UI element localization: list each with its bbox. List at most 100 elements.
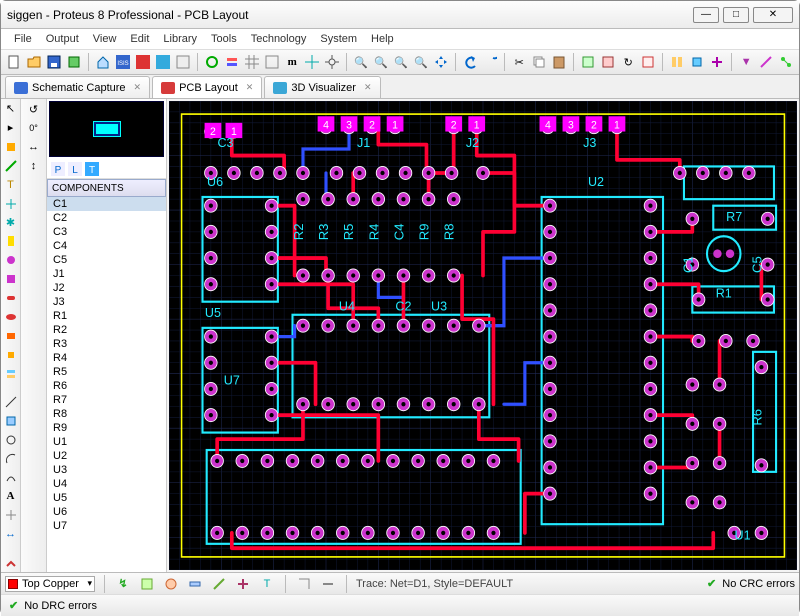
list-item[interactable]: R4 (47, 351, 166, 365)
overview-preview[interactable] (49, 101, 164, 157)
list-item[interactable]: R7 (47, 393, 166, 407)
highlight-icon[interactable] (3, 233, 19, 249)
grid2-icon[interactable] (263, 52, 281, 72)
list-item[interactable]: C1 (47, 197, 166, 211)
rotation-angle[interactable]: 0° (26, 120, 42, 136)
menu-system[interactable]: System (313, 31, 364, 47)
list-item[interactable]: C4 (47, 239, 166, 253)
new-icon[interactable] (5, 52, 23, 72)
block-copy-icon[interactable] (579, 52, 597, 72)
smd-rect-icon[interactable] (3, 328, 19, 344)
list-item[interactable]: J3 (47, 295, 166, 309)
list-item[interactable]: U3 (47, 463, 166, 477)
layer-selector[interactable]: Top Copper ▾ (5, 576, 95, 592)
menu-file[interactable]: File (7, 31, 39, 47)
minimize-button[interactable]: — (693, 7, 719, 23)
filter-icon[interactable]: ▼ (737, 52, 755, 72)
3d-icon[interactable] (154, 52, 172, 72)
via-icon[interactable]: T (3, 177, 19, 193)
list-item[interactable]: R1 (47, 309, 166, 323)
copy-icon[interactable] (530, 52, 548, 72)
list-item[interactable]: U2 (47, 449, 166, 463)
route-manual-icon[interactable] (3, 554, 19, 570)
list-item[interactable]: U7 (47, 519, 166, 533)
select-icon[interactable]: ↖ (3, 101, 19, 117)
open-icon[interactable] (25, 52, 43, 72)
crosshair-icon[interactable] (323, 52, 341, 72)
menu-library[interactable]: Library (156, 31, 204, 47)
cut-icon[interactable]: ✂ (510, 52, 528, 72)
block-delete-icon[interactable] (639, 52, 657, 72)
smd-poly-icon[interactable] (3, 347, 19, 363)
metric-icon[interactable]: m (283, 52, 301, 72)
package-icon[interactable] (688, 52, 706, 72)
autoroute-icon[interactable] (757, 52, 775, 72)
isis-icon[interactable]: ISIS (114, 52, 132, 72)
undo-icon[interactable] (461, 52, 479, 72)
decompose-icon[interactable] (708, 52, 726, 72)
pad-stack-icon[interactable] (3, 366, 19, 382)
library-icon[interactable] (668, 52, 686, 72)
list-item[interactable]: C3 (47, 225, 166, 239)
import-icon[interactable] (65, 52, 83, 72)
flip-h-icon[interactable]: ↔ (26, 139, 42, 155)
close-tab-icon[interactable]: ✕ (134, 82, 142, 93)
tool-d-icon[interactable] (210, 575, 228, 593)
tab-3d[interactable]: 3D Visualizer ✕ (264, 76, 380, 98)
tool-c-icon[interactable] (186, 575, 204, 593)
list-item[interactable]: R5 (47, 365, 166, 379)
flip-v-icon[interactable]: ↕ (26, 158, 42, 174)
menu-edit[interactable]: Edit (123, 31, 156, 47)
tool-f-icon[interactable]: T (258, 575, 276, 593)
tool-b-icon[interactable] (162, 575, 180, 593)
ares-icon[interactable] (134, 52, 152, 72)
tool-h-icon[interactable] (319, 575, 337, 593)
save-icon[interactable] (45, 52, 63, 72)
menu-technology[interactable]: Technology (244, 31, 314, 47)
list-item[interactable]: R3 (47, 337, 166, 351)
grid-icon[interactable] (243, 52, 261, 72)
menu-tools[interactable]: Tools (204, 31, 244, 47)
list-item[interactable]: R9 (47, 421, 166, 435)
dimension-icon[interactable]: ↔ (3, 526, 19, 542)
list-item[interactable]: R8 (47, 407, 166, 421)
paste-icon[interactable] (550, 52, 568, 72)
tool-e-icon[interactable] (234, 575, 252, 593)
gerber-icon[interactable] (174, 52, 192, 72)
pan-icon[interactable] (432, 52, 450, 72)
refresh-icon[interactable] (203, 52, 221, 72)
arc-icon[interactable] (3, 451, 19, 467)
symbol-icon[interactable] (3, 507, 19, 523)
text-icon[interactable]: A (3, 488, 19, 504)
list-item[interactable]: U6 (47, 505, 166, 519)
close-tab-icon[interactable]: ✕ (246, 82, 254, 93)
close-tab-icon[interactable]: ✕ (364, 82, 372, 93)
pad-square-icon[interactable] (3, 271, 19, 287)
box-icon[interactable] (3, 413, 19, 429)
zoom-area-icon[interactable]: 🔍 (412, 52, 430, 72)
block-rotate-icon[interactable]: ↻ (619, 52, 637, 72)
picker-t-icon[interactable]: T (85, 162, 99, 176)
tab-schematic[interactable]: Schematic Capture ✕ (5, 76, 150, 98)
menu-view[interactable]: View (86, 31, 124, 47)
redo-icon[interactable] (481, 52, 499, 72)
connectivity-icon[interactable] (777, 52, 795, 72)
block-move-icon[interactable] (599, 52, 617, 72)
close-button[interactable]: ✕ (753, 7, 793, 23)
list-item[interactable]: R2 (47, 323, 166, 337)
menu-output[interactable]: Output (39, 31, 86, 47)
ratsnest-icon[interactable]: ✱ (3, 215, 19, 231)
line-icon[interactable] (3, 394, 19, 410)
list-item[interactable]: J1 (47, 267, 166, 281)
list-item[interactable]: U1 (47, 435, 166, 449)
list-item[interactable]: J2 (47, 281, 166, 295)
list-item[interactable]: U4 (47, 477, 166, 491)
path-icon[interactable] (3, 469, 19, 485)
list-item[interactable]: C5 (47, 253, 166, 267)
rotate-ccw-icon[interactable]: ↺ (26, 101, 42, 117)
menu-help[interactable]: Help (364, 31, 401, 47)
tool-a-icon[interactable] (138, 575, 156, 593)
component-icon[interactable]: ▸ (3, 120, 19, 136)
package-mode-icon[interactable] (3, 139, 19, 155)
pad-dshape-icon[interactable] (3, 290, 19, 306)
